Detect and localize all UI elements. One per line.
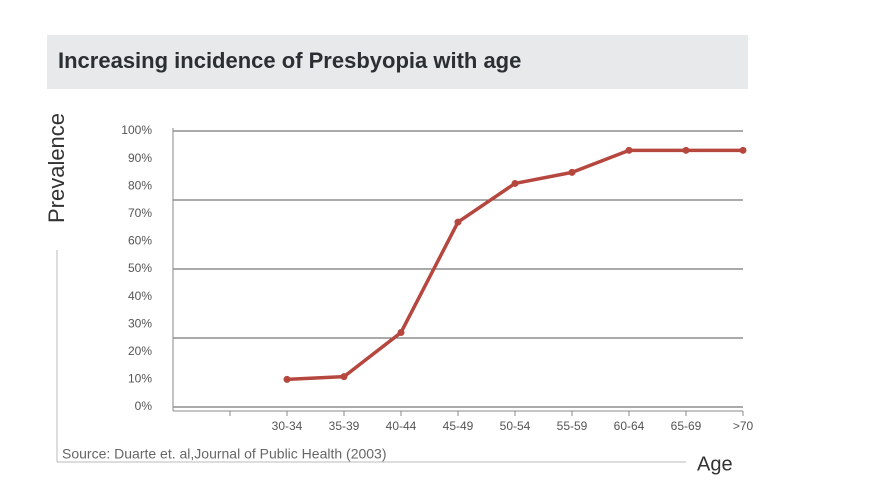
data-point — [340, 373, 348, 381]
y-tick-label: 70% — [128, 206, 152, 220]
x-tick-label: 60-64 — [614, 419, 645, 433]
y-tick-label: 40% — [128, 289, 152, 303]
title-bar — [47, 35, 748, 89]
data-point — [739, 146, 747, 154]
y-tick-label: 100% — [121, 123, 152, 137]
x-tick-label: 30-34 — [272, 419, 303, 433]
data-point — [397, 328, 405, 336]
x-tick-label: 35-39 — [329, 419, 360, 433]
x-tick-label: 50-54 — [500, 419, 531, 433]
y-axis-label: Prevalence — [44, 113, 69, 223]
y-tick-label: 20% — [128, 344, 152, 358]
data-point — [454, 218, 462, 226]
data-point — [568, 168, 576, 176]
data-point — [511, 179, 519, 187]
y-tick-label: 60% — [128, 234, 152, 248]
y-tick-label: 0% — [135, 399, 153, 413]
y-tick-label: 30% — [128, 316, 152, 330]
x-tick-label: 40-44 — [386, 419, 417, 433]
y-tick-label: 90% — [128, 151, 152, 165]
x-tick-label: >70 — [733, 419, 754, 433]
x-axis-label: Age — [697, 453, 733, 475]
x-tick-label: 65-69 — [671, 419, 702, 433]
x-tick-label: 55-59 — [557, 419, 588, 433]
chart-title: Increasing incidence of Presbyopia with … — [58, 48, 521, 73]
source-note: Source: Duarte et. al,Journal of Public … — [62, 446, 387, 462]
y-tick-label: 50% — [128, 261, 152, 275]
y-tick-label: 80% — [128, 178, 152, 192]
data-point — [682, 146, 690, 154]
x-tick-label: 45-49 — [443, 419, 474, 433]
y-tick-label: 10% — [128, 372, 152, 386]
data-point — [625, 146, 633, 154]
data-point — [283, 375, 291, 383]
